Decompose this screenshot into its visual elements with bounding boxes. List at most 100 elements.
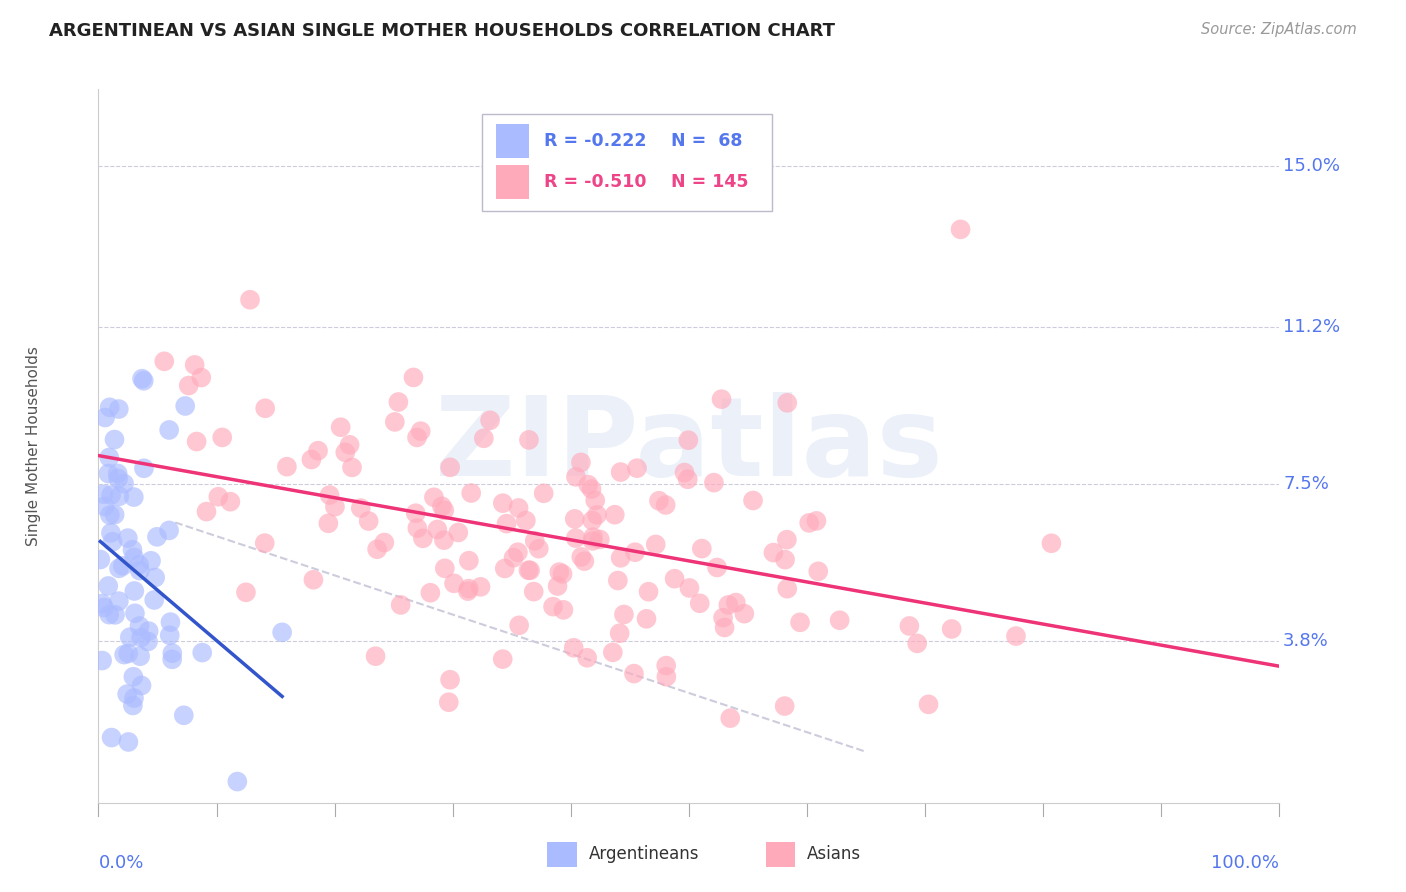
Point <box>433 503 456 517</box>
Point <box>676 472 699 486</box>
Point <box>103 433 125 447</box>
Point <box>406 430 429 444</box>
Text: ARGENTINEAN VS ASIAN SINGLE MOTHER HOUSEHOLDS CORRELATION CHART: ARGENTINEAN VS ASIAN SINGLE MOTHER HOUSE… <box>49 22 835 40</box>
Point <box>409 424 432 438</box>
Point <box>541 599 564 614</box>
Point <box>177 378 200 392</box>
Point <box>678 434 700 448</box>
Point <box>226 774 249 789</box>
Point <box>373 535 395 549</box>
Point <box>678 581 700 595</box>
Point <box>104 508 127 522</box>
Point <box>364 649 387 664</box>
Point <box>624 545 647 559</box>
Point <box>307 443 329 458</box>
Point <box>108 561 131 575</box>
Point <box>533 486 555 500</box>
Point <box>494 561 516 575</box>
Point <box>569 455 592 469</box>
Point <box>460 486 482 500</box>
Point <box>582 533 605 548</box>
Point <box>562 640 585 655</box>
Point <box>173 708 195 723</box>
Point <box>523 533 546 548</box>
Point <box>508 500 530 515</box>
Point <box>146 530 169 544</box>
Point <box>581 513 603 527</box>
Point <box>586 508 609 522</box>
Point <box>564 512 586 526</box>
Point <box>574 554 596 568</box>
Point <box>357 514 380 528</box>
Point <box>426 523 449 537</box>
Text: R = -0.222: R = -0.222 <box>544 132 647 150</box>
Point <box>776 396 799 410</box>
Point <box>547 579 569 593</box>
Point <box>117 647 139 661</box>
Point <box>502 550 524 565</box>
Point <box>690 541 713 556</box>
Text: 0.0%: 0.0% <box>98 854 143 871</box>
Point <box>318 488 340 502</box>
Point <box>389 598 412 612</box>
Point <box>905 636 928 650</box>
Text: Source: ZipAtlas.com: Source: ZipAtlas.com <box>1201 22 1357 37</box>
Point <box>492 496 515 510</box>
Point <box>323 500 346 514</box>
Point <box>117 735 139 749</box>
Text: ZIPatlas: ZIPatlas <box>434 392 943 500</box>
Point <box>917 698 939 712</box>
Point <box>703 475 725 490</box>
Point <box>122 490 145 504</box>
Point <box>623 666 645 681</box>
Point <box>527 541 550 556</box>
Text: 7.5%: 7.5% <box>1284 475 1329 493</box>
Point <box>112 476 135 491</box>
Point <box>517 433 540 447</box>
Point <box>637 584 659 599</box>
Point <box>636 612 658 626</box>
Point <box>828 613 851 627</box>
Point <box>299 452 322 467</box>
Point <box>132 374 155 388</box>
Point <box>97 467 120 481</box>
Point <box>742 493 765 508</box>
Point <box>773 552 796 566</box>
Point <box>457 582 479 596</box>
Point <box>1040 536 1063 550</box>
Point <box>515 514 537 528</box>
Point <box>773 699 796 714</box>
Point <box>384 415 406 429</box>
Text: 11.2%: 11.2% <box>1284 318 1340 336</box>
Text: 3.8%: 3.8% <box>1284 632 1329 650</box>
Point <box>128 558 150 572</box>
Point <box>366 542 388 557</box>
Point <box>609 626 631 640</box>
Point <box>565 470 588 484</box>
Point <box>131 678 153 692</box>
Point <box>713 620 735 634</box>
Point <box>506 545 529 559</box>
Point <box>898 619 921 633</box>
Point <box>405 506 427 520</box>
Point <box>129 631 152 645</box>
Point <box>457 584 479 599</box>
Point <box>402 370 425 384</box>
Point <box>439 673 461 687</box>
Point <box>139 554 162 568</box>
Point <box>93 600 115 615</box>
Point <box>318 516 340 531</box>
Point <box>581 482 603 496</box>
Point <box>583 493 606 508</box>
Point <box>949 222 972 236</box>
Point <box>340 460 363 475</box>
Point <box>190 370 212 384</box>
FancyBboxPatch shape <box>482 114 772 211</box>
Point <box>122 550 145 565</box>
FancyBboxPatch shape <box>496 165 530 199</box>
Point <box>132 461 155 475</box>
FancyBboxPatch shape <box>496 124 530 159</box>
Point <box>717 598 740 612</box>
Point <box>523 584 546 599</box>
Point <box>606 574 628 588</box>
